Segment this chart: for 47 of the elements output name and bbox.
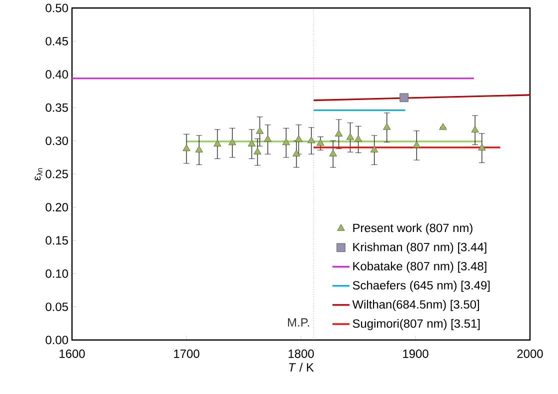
legend-label: Wilthan(684.5nm) [3.50] [352,300,479,312]
point [248,140,256,146]
point [214,140,222,146]
point [471,126,479,132]
y-tick-label: 0.25 [46,170,68,178]
point [370,146,378,152]
y-tick-label: 0.45 [46,36,68,46]
legend-label: Sugimori(807 nm) [3.51] [352,319,480,330]
y-tick-label: 0.10 [46,269,68,278]
point [316,139,324,146]
point [282,138,290,146]
point [256,127,264,134]
point [228,138,236,146]
legend-label: Present work (807 nm) [353,223,472,235]
point [354,135,362,142]
legend-label: Kobatake (807 nm) [3.48] [353,262,486,273]
point [439,123,447,130]
y-tick-label: 0.20 [46,202,68,212]
point [195,146,203,152]
y-tick-label: 0.15 [46,236,68,245]
y-axis-title: ε$_{λn}$ [34,168,42,180]
x-tick-label: 1800 [288,350,314,358]
point [254,148,262,154]
point [182,144,190,152]
legend-label: Krishman (807 nm) [3.44] [353,242,486,254]
point [334,130,343,136]
x-tick-label: 2000 [517,350,543,358]
y-tick-label: 0.40 [46,70,68,79]
y-tick-label: 0.50 [46,4,68,12]
x-tick-label: 1700 [174,350,200,358]
x-tick-label: 1900 [403,350,428,358]
point [329,150,337,156]
point [346,133,354,140]
x-axis-title: T / K [289,362,314,372]
point [400,93,408,102]
y-tick-label: 0.35 [46,103,68,112]
point [412,141,420,148]
x-tick-label: 1600 [60,350,85,358]
point [264,135,272,142]
point [383,123,391,130]
point [307,136,316,144]
ref-line-label: M.P. [288,318,310,327]
legend-label: Schaefers (645 nm) [3.49] [352,280,490,292]
point [478,144,486,150]
y-tick-label: 0.05 [46,302,68,312]
y-tick-label: 0.00 [46,336,68,344]
y-tick-label: 0.30 [46,136,68,146]
